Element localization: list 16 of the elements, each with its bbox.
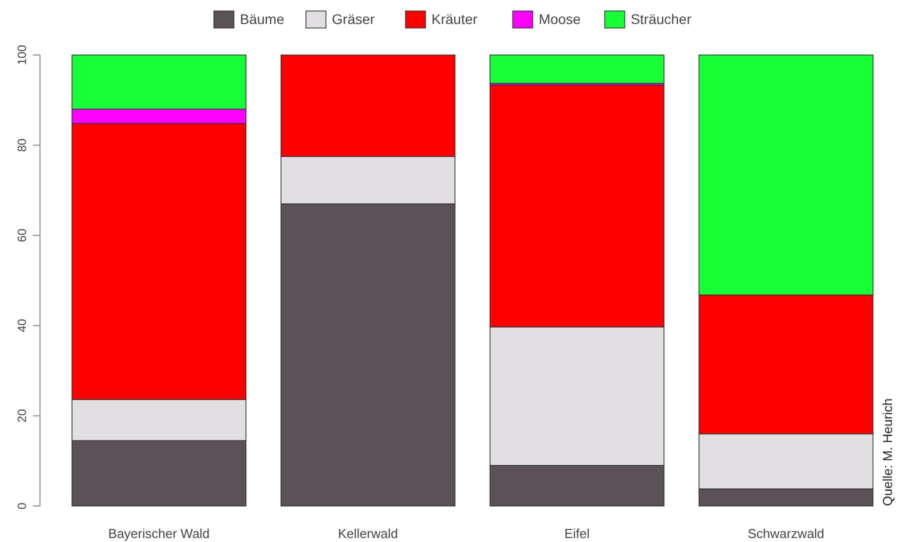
legend-label: Moose [538, 11, 581, 27]
y-tick-label: 20 [15, 408, 29, 422]
x-tick-label: Kellerwald [338, 526, 398, 541]
legend-label: Sträucher [630, 11, 692, 27]
y-tick-label: 60 [15, 228, 29, 242]
x-tick-label: Eifel [564, 526, 590, 541]
legend-label: Bäume [240, 11, 284, 27]
y-tick-label: 100 [15, 44, 29, 66]
legend-label: Gräser [332, 11, 376, 27]
y-tick-label: 80 [15, 138, 29, 152]
x-tick-label: Schwarzwald [748, 526, 824, 541]
legend-label: Kräuter [432, 11, 478, 27]
annotation: Quelle: M. Heurich [880, 398, 895, 506]
y-tick-label: 0 [15, 502, 29, 510]
y-tick-label: 40 [15, 318, 29, 332]
x-tick-label: Bayerischer Wald [108, 526, 210, 541]
